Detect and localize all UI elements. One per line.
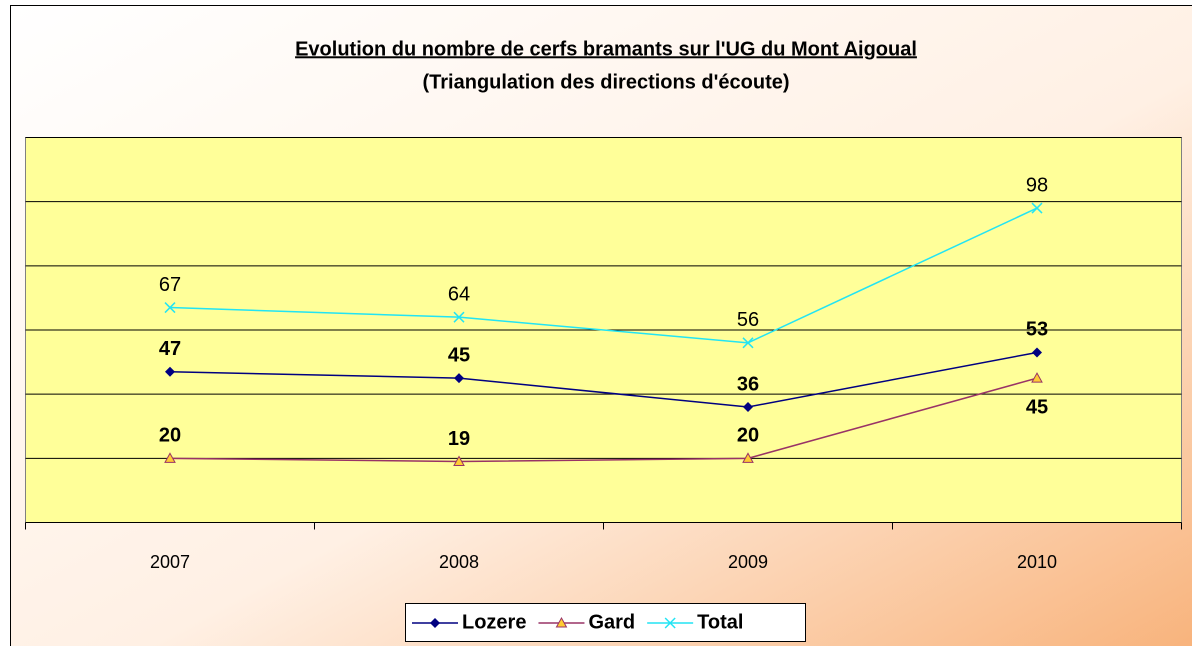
data-label: 64: [448, 283, 470, 305]
legend-marker: [664, 617, 676, 629]
data-label: 20: [737, 425, 759, 447]
point-marker: [742, 337, 754, 349]
point-marker: [1031, 372, 1043, 383]
data-label: 98: [1026, 174, 1048, 196]
data-label: 47: [159, 338, 181, 360]
legend-label: Total: [697, 611, 743, 633]
data-label: 19: [448, 428, 470, 450]
point-marker: [164, 452, 176, 463]
point-marker: [454, 373, 464, 384]
data-label: 67: [159, 274, 181, 296]
legend: [405, 603, 806, 642]
data-label: 20: [159, 425, 181, 447]
point-marker: [453, 455, 465, 467]
x-tick-label: 2008: [439, 552, 479, 572]
point-marker: [742, 452, 754, 463]
series-line: [169, 207, 1038, 344]
data-label: 53: [1026, 319, 1048, 341]
data-label: 45: [448, 344, 470, 366]
series-line: [169, 351, 1038, 408]
point-marker: [743, 402, 753, 412]
point-marker: [453, 311, 465, 323]
x-tick-label: 2007: [150, 552, 190, 572]
legend-marker: [430, 618, 440, 628]
point-marker: [164, 302, 176, 314]
data-label: 56: [737, 309, 759, 331]
data-label: 45: [1026, 396, 1048, 418]
legend-label: Lozere: [462, 611, 526, 633]
x-tick-label: 2010: [1017, 552, 1057, 572]
series-line: [169, 377, 1038, 463]
x-tick-label: 2009: [728, 552, 768, 572]
point-marker: [165, 366, 175, 377]
chart-subtitle: (Triangulation des directions d'écoute): [422, 71, 789, 93]
point-marker: [1032, 347, 1042, 358]
data-label: 36: [737, 373, 759, 395]
point-marker: [1031, 202, 1043, 214]
chart-title: Evolution du nombre de cerfs bramants su…: [295, 38, 917, 60]
legend-label: Gard: [588, 611, 635, 633]
legend-marker: [555, 616, 568, 628]
